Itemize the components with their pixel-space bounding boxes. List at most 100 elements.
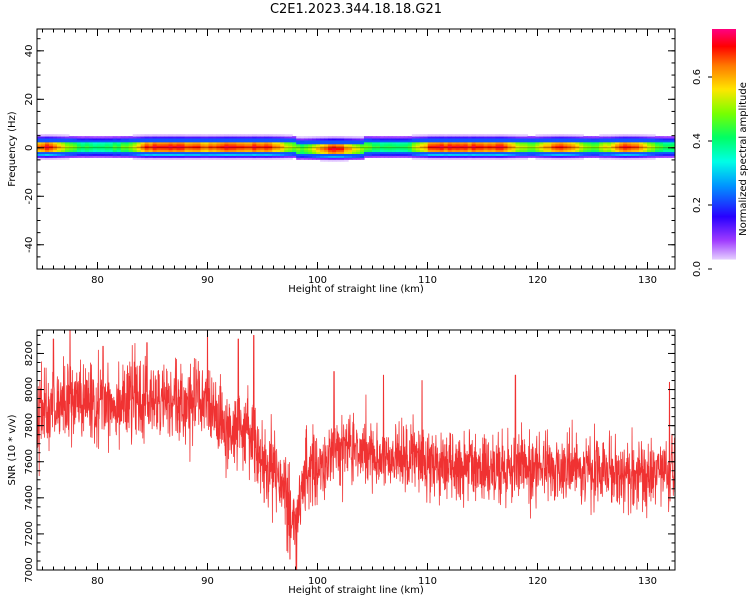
heatmap-cell (519, 155, 525, 158)
heatmap-cell (232, 145, 237, 149)
heatmap-cell (415, 153, 421, 156)
heatmap-cell (615, 155, 620, 158)
heatmap-cell (555, 153, 560, 156)
heatmap-cell (300, 157, 305, 160)
heatmap-cell (308, 138, 313, 141)
heatmap-cell (647, 141, 652, 145)
heatmap-cell (527, 155, 533, 158)
heatmap-cell (220, 153, 226, 156)
heatmap-cell (591, 141, 596, 145)
heatmap-cell (391, 149, 397, 153)
heatmap-cell (655, 143, 660, 147)
heatmap-cell (415, 151, 421, 155)
heatmap-cell (348, 151, 353, 155)
heatmap-cell (80, 149, 86, 153)
heatmap-cell (252, 140, 257, 143)
heatmap-cell (108, 153, 114, 156)
heatmap-cell (427, 145, 433, 149)
heatmap-cell (52, 143, 58, 147)
heatmap-cell (491, 157, 497, 160)
heatmap-cell (148, 147, 154, 151)
heatmap-cell (627, 140, 632, 143)
heatmap-cell (635, 138, 640, 141)
heatmap-cell (344, 143, 349, 147)
heatmap-cell (252, 143, 257, 147)
heatmap-cell (419, 153, 425, 156)
heatmap-cell (232, 157, 237, 160)
colorbar-swatch (712, 177, 736, 180)
heatmap-cell (407, 138, 413, 141)
heatmap-cell (276, 140, 281, 143)
heatmap-cell (411, 149, 417, 153)
heatmap-cell (503, 143, 509, 147)
heatmap-cell (344, 151, 349, 155)
heatmap-cell (284, 151, 289, 155)
heatmap-cell (160, 143, 166, 147)
heatmap-cell (671, 140, 675, 143)
heatmap-cell (375, 143, 381, 147)
heatmap-cell (495, 141, 501, 145)
heatmap-cell (515, 151, 521, 155)
heatmap-cell (531, 149, 537, 153)
heatmap-cell (300, 153, 305, 156)
heatmap-cell (531, 151, 537, 155)
heatmap-cell (595, 140, 600, 143)
heatmap-cell (479, 153, 485, 156)
heatmap-cell (340, 140, 345, 143)
heatmap-cell (76, 149, 82, 153)
heatmap-cell (320, 151, 325, 155)
heatmap-cell (304, 149, 309, 153)
heatmap-cell (224, 136, 229, 139)
heatmap-cell (415, 134, 421, 137)
heatmap-cell (599, 141, 604, 145)
heatmap-cell (116, 149, 122, 153)
heatmap-cell (260, 155, 265, 158)
heatmap-cell (304, 136, 309, 139)
heatmap-cell (116, 151, 122, 155)
heatmap-cell (363, 147, 369, 151)
heatmap-cell (336, 157, 341, 160)
heatmap-cell (264, 145, 269, 149)
heatmap-cell (371, 143, 377, 147)
heatmap-cell (37, 141, 42, 145)
heatmap-cell (316, 157, 321, 160)
heatmap-cell (220, 155, 226, 158)
heatmap-cell (348, 143, 353, 147)
colorbar-swatch (712, 205, 736, 208)
colorbar-swatch (712, 259, 736, 262)
heatmap-cell (356, 147, 361, 151)
heatmap-cell (104, 138, 110, 141)
heatmap-cell (415, 149, 421, 153)
heatmap-cell (128, 138, 134, 141)
heatmap-cell (567, 140, 572, 143)
heatmap-cell (511, 151, 517, 155)
heatmap-cell (599, 136, 604, 139)
heatmap-cell (236, 140, 241, 143)
heatmap-cell (320, 136, 325, 139)
heatmap-cell (651, 153, 656, 156)
heatmap-cell (403, 147, 409, 151)
heatmap-cell (76, 140, 82, 143)
heatmap-cell (531, 155, 537, 158)
heatmap-cell (144, 136, 150, 139)
heatmap-cell (447, 136, 453, 139)
heatmap-cell (48, 151, 54, 155)
heatmap-cell (60, 145, 66, 149)
heatmap-cell (212, 151, 218, 155)
heatmap-cell (116, 141, 122, 145)
heatmap-cell (37, 147, 42, 151)
heatmap-cell (415, 136, 421, 139)
heatmap-cell (647, 149, 652, 153)
heatmap-cell (312, 147, 317, 151)
heatmap-cell (160, 145, 166, 149)
heatmap-cell (631, 149, 636, 153)
heatmap-cell (415, 157, 421, 160)
heatmap-cell (359, 136, 365, 139)
heatmap-cell (647, 136, 652, 139)
heatmap-cell (96, 136, 102, 139)
heatmap-cell (308, 147, 313, 151)
heatmap-cell (200, 155, 206, 158)
heatmap-cell (475, 151, 481, 155)
heatmap-cell (68, 155, 74, 158)
heatmap-cell (312, 157, 317, 160)
